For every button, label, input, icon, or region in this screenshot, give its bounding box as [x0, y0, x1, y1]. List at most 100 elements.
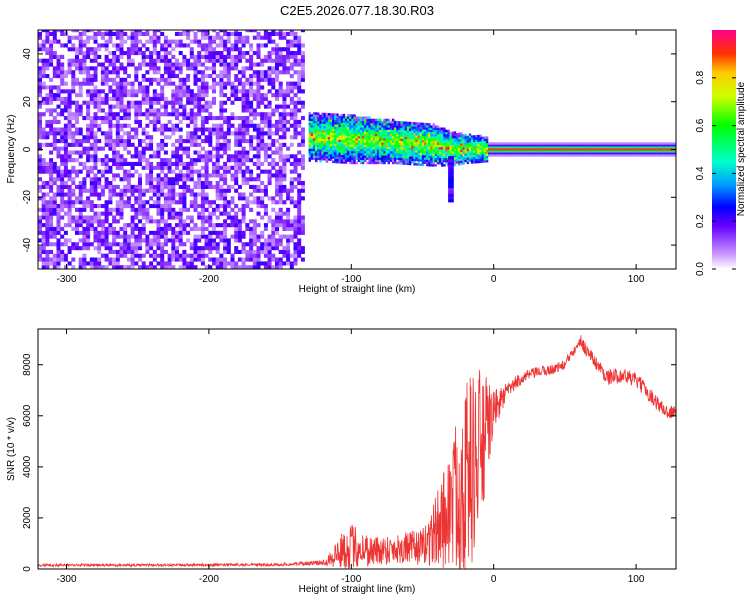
heatmap-cell — [398, 157, 401, 161]
heatmap-cell — [219, 154, 224, 159]
heatmap-cell — [167, 58, 172, 63]
heatmap-cell — [78, 161, 83, 166]
heatmap-cell — [171, 70, 176, 75]
heatmap-cell — [78, 85, 83, 90]
heatmap-cell — [115, 30, 120, 33]
heatmap-cell — [115, 123, 120, 128]
heatmap-cell — [364, 118, 367, 122]
heatmap-cell — [349, 153, 352, 156]
heatmap-cell — [215, 58, 220, 63]
heatmap-cell — [219, 43, 224, 48]
heatmap-cell — [156, 242, 161, 247]
heatmap-cell — [226, 158, 231, 163]
heatmap-cell — [193, 119, 198, 124]
heatmap-cell — [441, 151, 444, 154]
heatmap-cell — [123, 173, 128, 178]
heatmap-cell — [475, 141, 478, 144]
heatmap-cell — [368, 127, 371, 130]
heatmap-cell — [466, 150, 470, 154]
heatmap-cell — [381, 129, 384, 132]
heatmap-cell — [52, 70, 57, 75]
heatmap-cell — [394, 157, 397, 160]
heatmap-cell — [175, 139, 179, 144]
heatmap-cell — [336, 126, 339, 129]
heatmap-cell — [249, 200, 254, 205]
heatmap-cell — [338, 143, 341, 147]
heatmap-cell — [475, 160, 478, 164]
heatmap-cell — [167, 169, 172, 174]
heatmap-cell — [145, 62, 150, 67]
heatmap-cell — [413, 154, 416, 157]
heatmap-cell — [275, 96, 279, 101]
heatmap-cell — [340, 158, 343, 162]
heatmap-cell — [186, 43, 191, 48]
heatmap-cell — [97, 181, 102, 186]
heatmap-cell — [82, 204, 87, 209]
heatmap-cell — [260, 242, 265, 247]
heatmap-cell — [336, 139, 339, 142]
heatmap-cell — [63, 154, 68, 159]
heatmap-cell — [112, 116, 117, 121]
heatmap-cell — [260, 35, 265, 40]
heatmap-cell — [204, 150, 209, 155]
heatmap-cell — [134, 116, 139, 121]
heatmap-cell — [208, 51, 213, 56]
heatmap-cell — [468, 152, 472, 156]
heatmap-cell — [605, 148, 608, 151]
heatmap-cell — [362, 118, 365, 122]
heatmap-cell — [41, 169, 46, 174]
heatmap-cell — [149, 181, 154, 186]
heatmap-cell — [432, 146, 435, 150]
heatmap-cell — [338, 152, 341, 155]
heatmap-cell — [368, 146, 371, 150]
heatmap-cell — [359, 146, 363, 150]
heatmap-cell — [215, 265, 220, 269]
heatmap-cell — [417, 128, 420, 132]
heatmap-cell — [357, 148, 361, 152]
heatmap-cell — [119, 31, 124, 36]
heatmap-cell — [404, 160, 408, 163]
heatmap-cell — [381, 131, 384, 135]
heatmap-cell — [200, 89, 205, 94]
heatmap-cell — [267, 100, 272, 105]
heatmap-cell — [126, 265, 131, 269]
heatmap-cell — [340, 131, 343, 134]
heatmap-cell — [134, 169, 139, 174]
heatmap-cell — [212, 81, 216, 86]
heatmap-cell — [189, 66, 194, 71]
heatmap-cell — [249, 207, 254, 212]
heatmap-cell — [315, 151, 318, 154]
heatmap-cell — [364, 123, 367, 126]
heatmap-cell — [41, 58, 46, 63]
heatmap-cell — [451, 142, 455, 145]
heatmap-cell — [334, 119, 337, 123]
heatmap-cell — [245, 181, 250, 186]
heatmap-cell — [138, 104, 142, 109]
heatmap-cell — [104, 211, 109, 216]
heatmap-cell — [178, 223, 183, 228]
heatmap-cell — [126, 100, 131, 105]
heatmap-cell — [93, 226, 98, 231]
heatmap-cell — [509, 148, 512, 151]
heatmap-cell — [293, 177, 298, 182]
heatmap-cell — [97, 219, 102, 224]
heatmap-cell — [226, 246, 231, 251]
heatmap-cell — [400, 155, 403, 159]
heatmap-cell — [212, 47, 216, 52]
heatmap-cell — [71, 215, 76, 220]
heatmap-cell — [234, 215, 239, 220]
heatmap-cell — [234, 96, 239, 101]
heatmap-cell — [271, 31, 276, 36]
heatmap-cell — [332, 141, 335, 144]
heatmap-cell — [327, 123, 331, 127]
heatmap-cell — [193, 62, 198, 67]
heatmap-cell — [374, 131, 378, 135]
heatmap-cell — [49, 43, 54, 48]
heatmap-cell — [152, 242, 157, 247]
heatmap-cell — [56, 215, 61, 220]
heatmap-cell — [256, 211, 261, 216]
heatmap-cell — [353, 140, 356, 143]
heatmap-cell — [75, 200, 79, 205]
heatmap-cell — [423, 150, 427, 154]
heatmap-cell — [481, 145, 484, 148]
